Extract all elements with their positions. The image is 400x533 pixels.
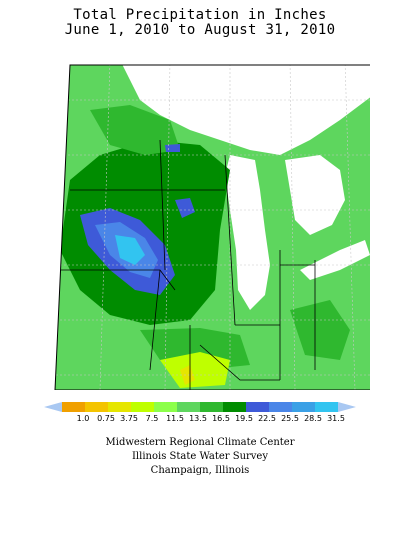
- legend-label: 25.5: [281, 414, 299, 423]
- lake-superior: [120, 65, 370, 155]
- legend-swatch: [108, 402, 131, 412]
- credits-line-1: Midwestern Regional Climate Center: [105, 437, 295, 448]
- legend-swatch: [269, 402, 292, 412]
- credits-line-2: Illinois State Water Survey: [131, 451, 268, 462]
- green-zone-north: [90, 105, 180, 155]
- legend-label: 7.5: [146, 414, 159, 423]
- legend-swatch: [223, 402, 246, 412]
- legend-arrow-left: [44, 402, 62, 412]
- legend-swatch: [200, 402, 223, 412]
- map-title: Total Precipitation in Inches June 1, 20…: [0, 8, 400, 38]
- credits: Midwestern Regional Climate Center Illin…: [0, 436, 400, 478]
- legend-swatch: [246, 402, 269, 412]
- legend-label: 1.0: [77, 414, 90, 423]
- legend-label: 22.5: [258, 414, 276, 423]
- credits-line-3: Champaign, Illinois: [150, 465, 250, 476]
- dark-green-southeast: [290, 300, 350, 360]
- title-line-2: June 1, 2010 to August 31, 2010: [64, 22, 336, 38]
- legend-swatch: [315, 402, 338, 412]
- yellow-zone: [180, 365, 195, 385]
- legend-label: 11.5: [166, 414, 184, 423]
- legend-swatch: [292, 402, 315, 412]
- gridlines: [55, 65, 370, 390]
- cyan-zone: [115, 235, 145, 265]
- legend-label: 0.75: [97, 414, 115, 423]
- legend-swatch: [131, 402, 154, 412]
- precipitation-legend: 1.0 0.75 3.75 7.5 11.5 13.5 16.5 19.5 22.5 25.5 28…: [44, 402, 356, 423]
- legend-swatch: [85, 402, 108, 412]
- legend-swatch: [154, 402, 177, 412]
- title-line-1: Total Precipitation in Inches: [73, 7, 327, 23]
- legend-label: 19.5: [235, 414, 253, 423]
- legend-label: 31.5: [327, 414, 345, 423]
- blue-spot-north: [175, 198, 195, 218]
- legend-label: 13.5: [189, 414, 207, 423]
- legend-label: 3.75: [120, 414, 138, 423]
- blue-spot-top: [165, 144, 180, 152]
- legend-swatch: [62, 402, 85, 412]
- legend-label: 28.5: [304, 414, 322, 423]
- legend-swatch: [177, 402, 200, 412]
- lake-erie: [300, 240, 370, 280]
- state-borders: [60, 139, 316, 390]
- yellow-green-zone: [160, 352, 230, 388]
- legend-arrow-right: [338, 402, 356, 412]
- precipitation-map: [54, 64, 370, 390]
- map-border: [54, 64, 370, 390]
- legend-label: 16.5: [212, 414, 230, 423]
- lake-michigan: [225, 155, 270, 310]
- lake-huron: [285, 155, 345, 235]
